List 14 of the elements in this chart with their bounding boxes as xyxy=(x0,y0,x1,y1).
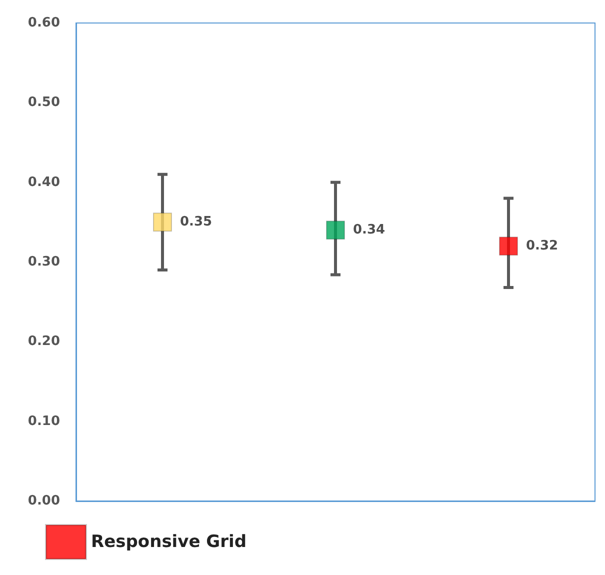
data-label: 0.34 xyxy=(353,222,386,238)
data-label: 0.35 xyxy=(180,214,212,230)
y-tick-label: 0.50 xyxy=(28,95,60,110)
y-tick-label: 0.40 xyxy=(28,174,60,190)
y-tick-label: 0.30 xyxy=(28,254,60,270)
y-tick-label: 0.00 xyxy=(28,494,60,508)
point xyxy=(499,236,518,256)
y-tick-label: 0.60 xyxy=(28,16,60,30)
data-label: 0.32 xyxy=(526,238,558,254)
y-tick-label: 0.10 xyxy=(28,414,60,429)
point xyxy=(153,212,172,232)
point xyxy=(326,220,345,240)
legend-label: Responsive Grid xyxy=(91,532,246,552)
y-tick-label: 0.20 xyxy=(28,334,60,350)
